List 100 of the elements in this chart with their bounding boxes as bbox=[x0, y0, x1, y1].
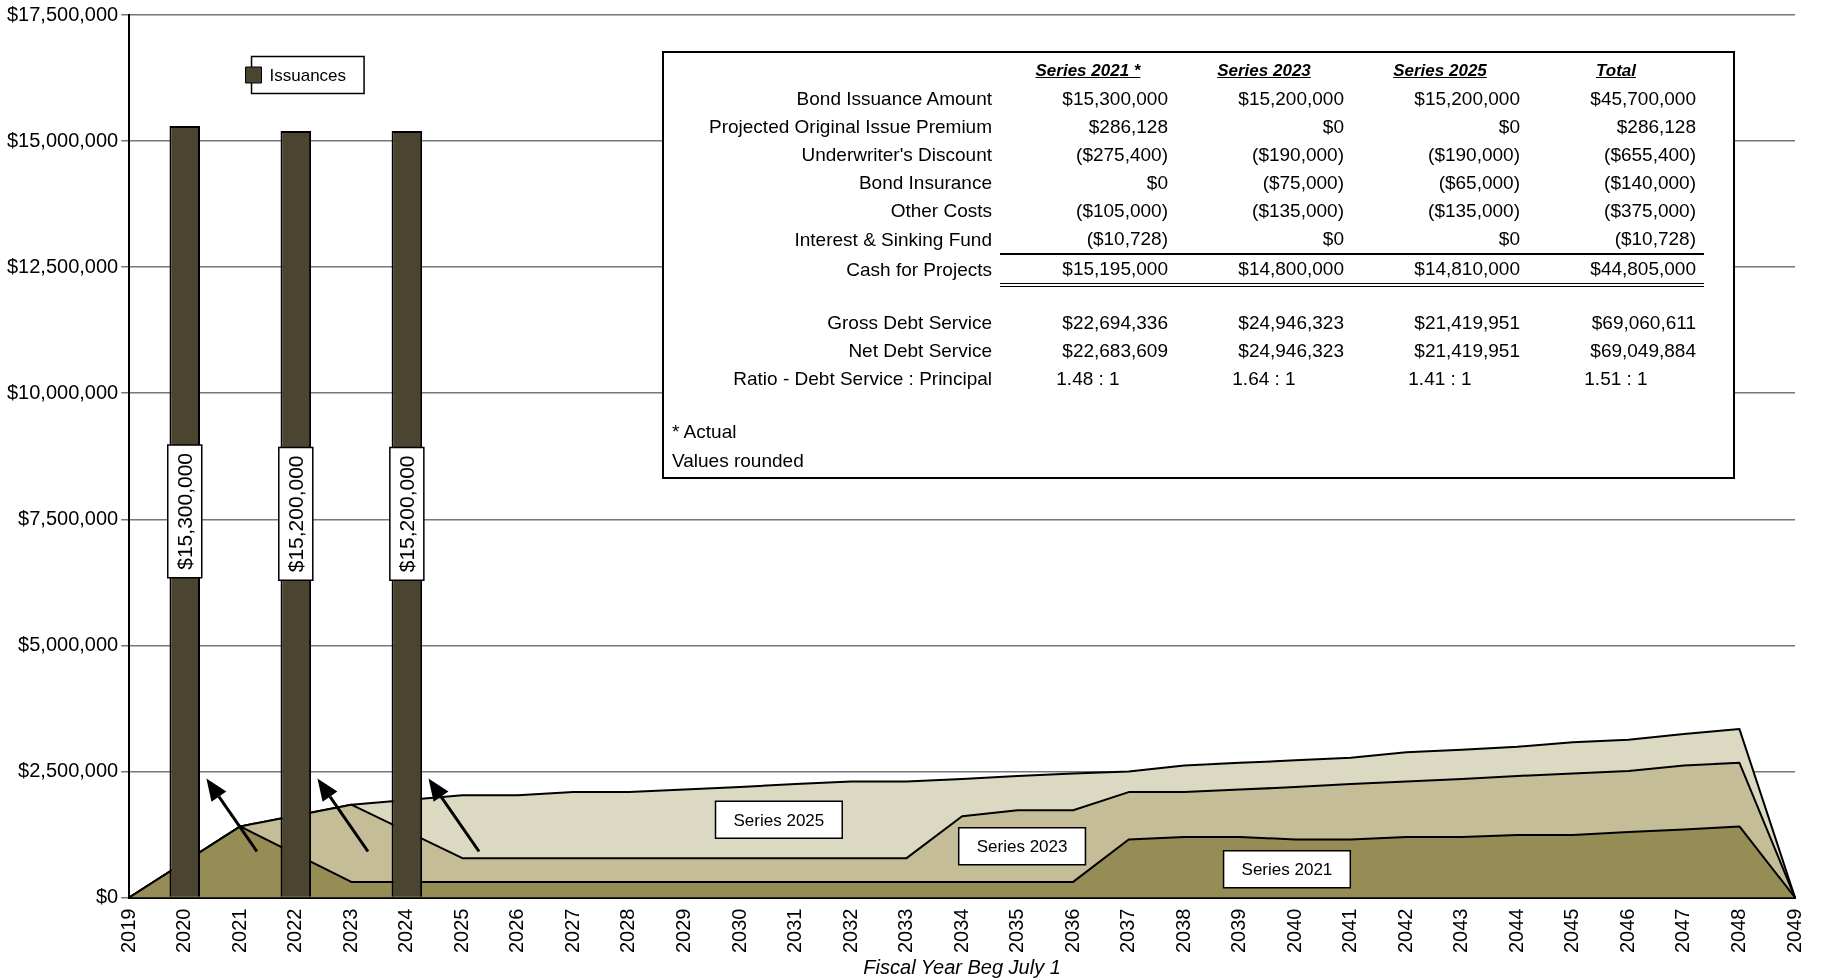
annotation: $21,419,951 bbox=[1413, 339, 1521, 363]
x-tick-label: 2025 bbox=[449, 908, 472, 954]
annotation: Gross Debt Service bbox=[826, 311, 993, 335]
annotation: $69,060,611 bbox=[1590, 311, 1697, 335]
annotation: 1.51 : 1 bbox=[1583, 367, 1649, 391]
x-tick-label: 2024 bbox=[394, 908, 417, 954]
annotation: ($10,728) bbox=[1000, 225, 1176, 254]
annotation: $15,200,000 bbox=[1413, 87, 1521, 111]
annotation: Interest & Sinking Fund bbox=[793, 227, 993, 252]
annotation: Ratio - Debt Service : Principal bbox=[732, 367, 993, 391]
annotation: Net Debt Service bbox=[847, 339, 993, 363]
x-tick-label: 2029 bbox=[672, 908, 694, 954]
x-tick-label: 2022 bbox=[283, 908, 306, 954]
data-label: $15,200,000 bbox=[283, 455, 307, 573]
annotation: ($655,400) bbox=[1603, 143, 1697, 167]
x-tick-label: 2045 bbox=[1560, 908, 1583, 954]
annotation: Bond Insurance bbox=[857, 171, 993, 195]
annotation: $69,049,884 bbox=[1589, 339, 1697, 363]
annotation: ($275,400) bbox=[1075, 143, 1169, 167]
annotation: $22,683,609 bbox=[1061, 339, 1169, 363]
annotation: ($10,728) bbox=[1528, 225, 1704, 254]
annotation: $14,810,000 bbox=[1352, 254, 1528, 285]
annotation: $0 bbox=[1352, 225, 1528, 254]
annotation: $0 bbox=[1145, 171, 1169, 195]
data-label: $15,300,000 bbox=[172, 452, 196, 570]
x-tick-label: 2031 bbox=[783, 908, 806, 954]
annotation: $0 bbox=[1176, 225, 1352, 254]
annotation: Values rounded bbox=[672, 449, 805, 473]
series-label: Series 2025 bbox=[733, 810, 825, 830]
annotation: * Actual bbox=[672, 420, 738, 444]
x-tick-label: 2048 bbox=[1726, 908, 1749, 954]
y-tick-label: $15,000,000 bbox=[6, 128, 119, 151]
annotation: ($190,000) bbox=[1251, 143, 1345, 167]
x-tick-label: 2049 bbox=[1782, 908, 1805, 954]
annotation: ($105,000) bbox=[1075, 199, 1169, 223]
annotation: Other Costs bbox=[889, 199, 993, 223]
x-tick-label: 2032 bbox=[838, 908, 861, 954]
annotation: Series 2025 bbox=[1392, 60, 1488, 82]
x-tick-label: 2035 bbox=[1005, 908, 1028, 954]
series-label: Series 2023 bbox=[976, 837, 1068, 857]
x-tick-label: 2039 bbox=[1227, 908, 1250, 954]
annotation: $15,195,000 bbox=[1000, 254, 1176, 285]
annotation: Bond Issuance Amount bbox=[795, 87, 993, 111]
x-tick-label: 2042 bbox=[1393, 908, 1416, 954]
annotation: $0 bbox=[1497, 115, 1521, 139]
data-label: $15,200,000 bbox=[394, 455, 418, 573]
x-tick-label: 2033 bbox=[894, 908, 917, 954]
annotation: ($75,000) bbox=[1261, 171, 1345, 195]
annotation: Cash for Projects bbox=[845, 257, 993, 282]
annotation: $21,419,951 bbox=[1413, 311, 1521, 335]
x-tick-label: 2023 bbox=[338, 908, 361, 954]
annotation: Series 2023 bbox=[1216, 60, 1312, 82]
y-tick-label: $5,000,000 bbox=[18, 632, 119, 655]
x-tick-label: 2041 bbox=[1338, 908, 1361, 954]
y-tick-label: $17,500,000 bbox=[6, 2, 119, 25]
x-tick-label: 2020 bbox=[172, 908, 195, 954]
annotation: $45,700,000 bbox=[1589, 87, 1697, 111]
annotation: ($140,000) bbox=[1603, 171, 1697, 195]
x-tick-label: 2046 bbox=[1615, 908, 1638, 954]
annotation: $24,946,323 bbox=[1237, 311, 1345, 335]
annotation: $24,946,323 bbox=[1237, 339, 1345, 363]
x-tick-label: 2036 bbox=[1060, 908, 1083, 954]
annotation: ($65,000) bbox=[1437, 171, 1521, 195]
annotation: ($190,000) bbox=[1427, 143, 1521, 167]
annotation: Underwriter's Discount bbox=[800, 143, 993, 167]
y-tick-label: $12,500,000 bbox=[6, 254, 119, 277]
x-tick-label: 2021 bbox=[227, 908, 250, 954]
annotation: 1.64 : 1 bbox=[1231, 367, 1297, 391]
x-tick-label: 2044 bbox=[1504, 908, 1527, 954]
y-tick-label: $7,500,000 bbox=[18, 506, 119, 529]
x-tick-label: 2043 bbox=[1449, 908, 1472, 954]
x-tick-label: 2026 bbox=[505, 908, 528, 954]
legend-label: Issuances bbox=[269, 65, 347, 85]
x-axis-title: Fiscal Year Beg July 1 bbox=[863, 955, 1061, 978]
annotation: ($135,000) bbox=[1427, 199, 1521, 223]
annotation: ($135,000) bbox=[1251, 199, 1345, 223]
y-tick-label: $2,500,000 bbox=[18, 758, 119, 781]
annotation: 1.41 : 1 bbox=[1407, 367, 1473, 391]
y-tick-label: $0 bbox=[95, 885, 119, 908]
x-tick-label: 2034 bbox=[949, 908, 972, 954]
y-tick-label: $10,000,000 bbox=[6, 380, 119, 403]
x-tick-label: 2038 bbox=[1171, 908, 1194, 954]
x-tick-label: 2027 bbox=[560, 908, 583, 954]
annotation: $286,128 bbox=[1615, 115, 1697, 139]
annotation: $14,800,000 bbox=[1176, 254, 1352, 285]
x-tick-label: 2037 bbox=[1116, 908, 1139, 954]
annotation: $286,128 bbox=[1087, 115, 1169, 139]
x-tick-label: 2030 bbox=[727, 908, 750, 954]
annotation: Total bbox=[1595, 60, 1638, 82]
annotation: ($375,000) bbox=[1603, 199, 1697, 223]
annotation: $44,805,000 bbox=[1528, 254, 1704, 285]
x-tick-label: 2040 bbox=[1282, 908, 1305, 954]
x-tick-label: 2028 bbox=[616, 908, 639, 954]
annotation: $0 bbox=[1321, 115, 1345, 139]
series-label: Series 2021 bbox=[1241, 859, 1333, 879]
x-tick-label: 2019 bbox=[116, 908, 139, 954]
x-tick-label: 2047 bbox=[1671, 908, 1694, 954]
annotation: $22,694,336 bbox=[1061, 311, 1169, 335]
annotation: Projected Original Issue Premium bbox=[708, 115, 993, 139]
annotation: $15,300,000 bbox=[1061, 87, 1169, 111]
